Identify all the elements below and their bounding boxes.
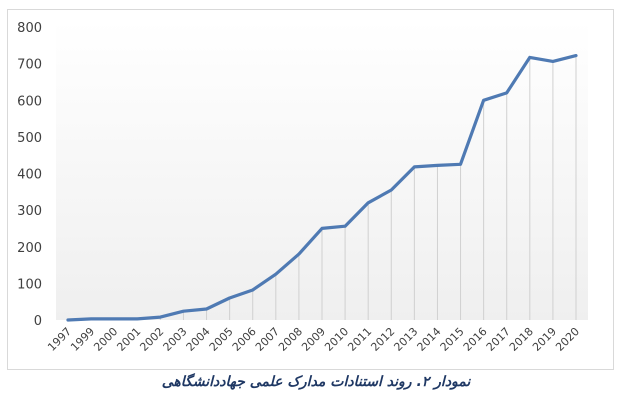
y-tick-label: 100 xyxy=(17,277,42,292)
x-tick-label: 2012 xyxy=(368,325,397,354)
y-tick-label: 800 xyxy=(17,21,42,36)
x-tick-label: 2001 xyxy=(114,325,143,354)
x-tick-label: 2003 xyxy=(161,325,190,354)
x-tick-label: 2006 xyxy=(230,325,259,354)
x-tick-label: 2009 xyxy=(299,325,328,354)
x-tick-label: 2019 xyxy=(530,325,559,354)
x-tick-label: 2015 xyxy=(438,325,467,354)
y-axis: 0 100 200 300 400 500 600 700 800 xyxy=(17,21,42,329)
x-tick-label: 2017 xyxy=(484,325,513,354)
x-tick-label: 2014 xyxy=(415,325,444,354)
x-tick-label: 2013 xyxy=(391,325,420,354)
x-tick-label: 1999 xyxy=(68,325,97,354)
x-tick-label: 2016 xyxy=(461,325,490,354)
y-tick-label: 0 xyxy=(34,314,42,329)
y-tick-label: 200 xyxy=(17,241,42,256)
x-tick-label: 2010 xyxy=(322,325,351,354)
x-tick-label: 2005 xyxy=(207,325,236,354)
y-tick-label: 400 xyxy=(17,168,42,183)
x-tick-label: 2007 xyxy=(253,325,282,354)
x-tick-label: 2004 xyxy=(184,325,213,354)
x-tick-label: 1997 xyxy=(45,325,74,354)
x-tick-label: 2020 xyxy=(553,325,582,354)
y-tick-label: 700 xyxy=(17,58,42,73)
x-tick-label: 2011 xyxy=(345,325,374,354)
x-tick-label: 2008 xyxy=(276,325,305,354)
chart-caption: نمودار ۲. روند استنادات مدارک علمی جهادد… xyxy=(161,374,471,390)
x-tick-label: 2018 xyxy=(507,325,536,354)
y-tick-label: 500 xyxy=(17,131,42,146)
drop-lines xyxy=(90,55,577,320)
y-tick-label: 300 xyxy=(17,204,42,219)
data-line xyxy=(66,53,578,322)
x-tick-label: 2002 xyxy=(137,325,166,354)
y-tick-label: 600 xyxy=(17,94,42,109)
x-axis: 1997199920002001200220032004200520062007… xyxy=(45,325,582,354)
x-tick-label: 2000 xyxy=(91,325,120,354)
